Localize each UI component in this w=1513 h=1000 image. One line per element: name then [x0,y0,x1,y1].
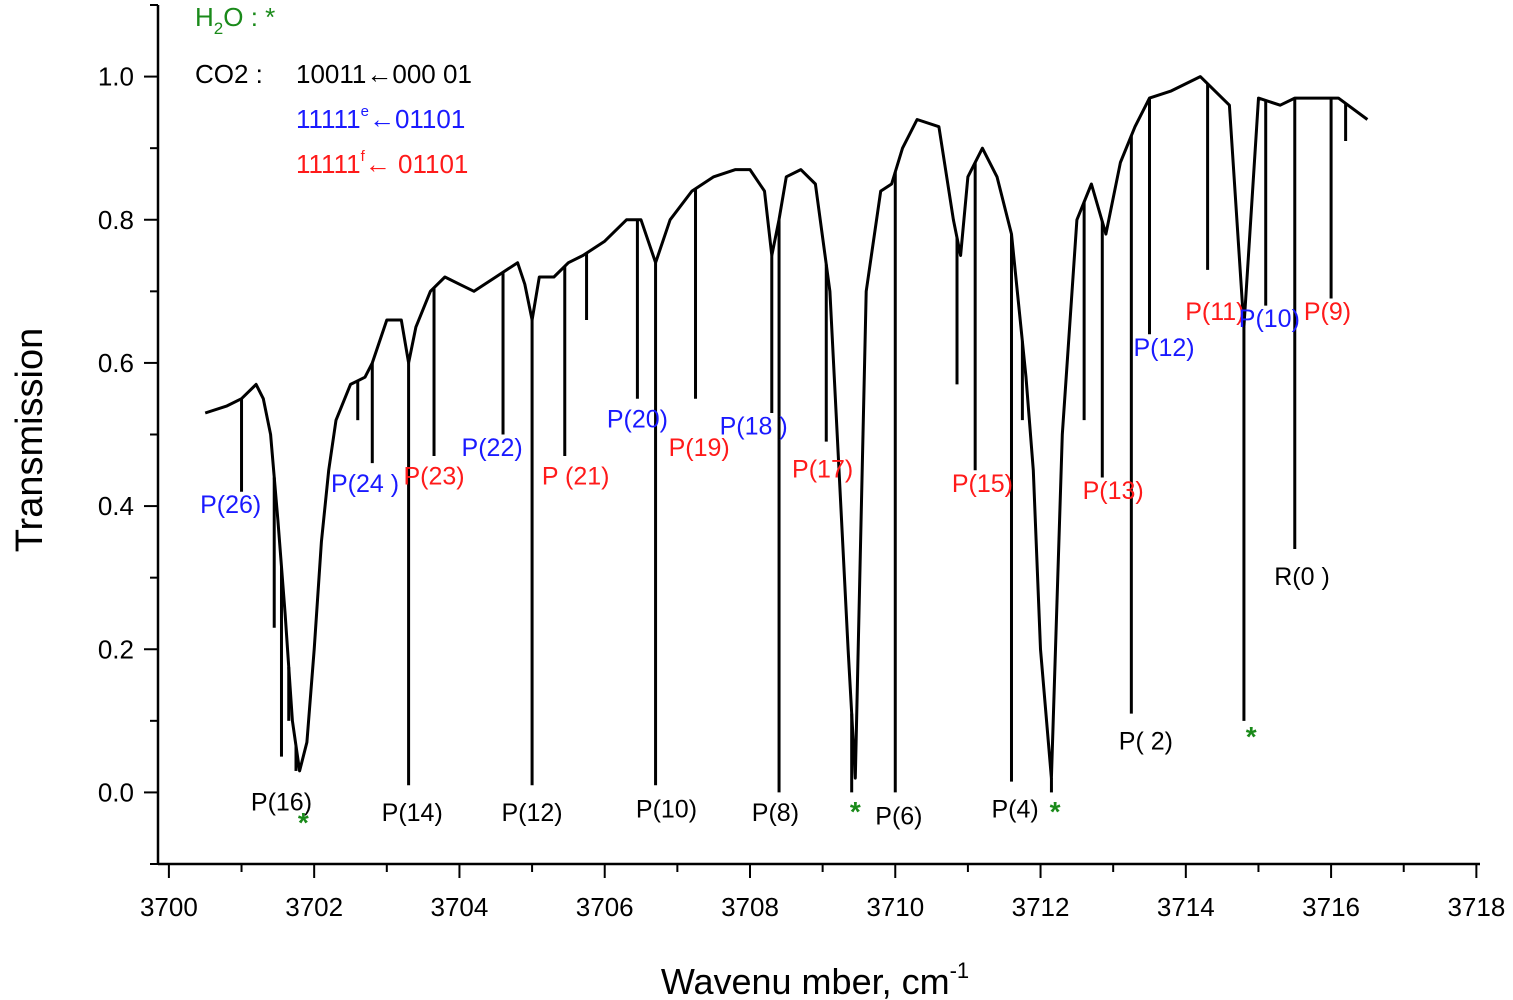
x-axis-label: Wavenu mber, cm-1 [661,958,969,1000]
line-label: P(18 ) [720,413,788,441]
legend-co2-band: 10011←000 01 [296,59,472,89]
ticks: 3700 3702 3704 3706 3708 3710 3712 3714 3716 3718… [98,4,1505,922]
line-label: P(17) [792,455,853,483]
line-label: P(26) [200,491,261,519]
h2o-star-marker: * [850,796,861,827]
line-label: P(20) [607,405,668,433]
line-label: P(19) [669,434,730,462]
y-tick-label: 1.0 [98,62,134,92]
line-label: P(23) [403,463,464,491]
line-label: P(12) [502,799,563,827]
y-tick-label: 0.4 [98,491,134,521]
line-label: P (21) [542,463,610,491]
line-label: P( 2) [1119,727,1173,755]
legend-co2-label: CO2 : [195,59,263,89]
x-tick-label: 3716 [1302,892,1360,922]
legend: H2O : * CO2 : 10011←000 01 11111e←01101 1111… [195,2,472,179]
legend-h2o: H2O : * [195,2,275,38]
line-label: R(0 ) [1274,563,1330,591]
line-label: P(8) [752,799,799,827]
y-tick-label: 0.6 [98,348,134,378]
line-label: P(13) [1083,477,1144,505]
spectrum-line [204,75,1369,780]
line-label: P(24 ) [331,470,399,498]
line-label: P(12) [1133,334,1194,362]
x-tick-label: 3708 [721,892,779,922]
y-axis-label: Transmission [9,328,51,553]
y-tick-label: 0.0 [98,777,134,807]
x-tick-label: 3712 [1012,892,1070,922]
h2o-star-marker: * [298,807,309,838]
line-label: P(10) [636,795,697,823]
x-tick-label: 3700 [140,892,198,922]
x-tick-label: 3704 [431,892,489,922]
line-label: P(15) [952,470,1013,498]
x-tick-label: 3718 [1447,892,1505,922]
spectrum [204,75,1369,793]
legend-co2-band: 11111f← 01101 [296,148,468,179]
x-axis-label-sup: -1 [950,958,970,983]
h2o-star-marker: * [1050,796,1061,827]
line-label: P(6) [875,803,922,831]
x-tick-label: 3702 [285,892,343,922]
line-label: P(4) [992,795,1039,823]
h2o-star-marker: * [1246,721,1257,752]
line-label: P(11) [1185,298,1244,326]
x-tick-label: 3706 [576,892,634,922]
line-label: P(16) [251,788,312,816]
line-label: P(22) [462,434,523,462]
line-label: P(14) [382,799,443,827]
line-label: P(9) [1304,298,1351,326]
y-tick-label: 0.8 [98,205,134,235]
x-tick-label: 3714 [1157,892,1215,922]
line-label: P(10) [1239,305,1300,333]
legend-co2-band: 11111e←01101 [296,103,465,134]
x-tick-label: 3710 [866,892,924,922]
x-axis-label-main: Wavenu mber, cm [661,961,950,1000]
annotations: P(26)P(24 ) P(23)P(22)P (21)P(20)P(19)P(1… [200,298,1351,838]
y-tick-label: 0.2 [98,634,134,664]
